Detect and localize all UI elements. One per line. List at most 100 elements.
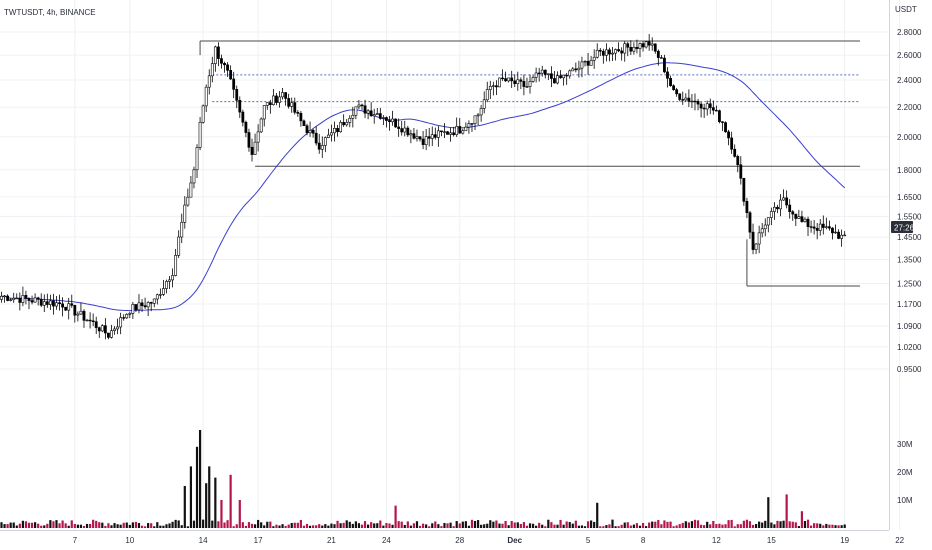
candle-body bbox=[24, 295, 28, 299]
volume-bar bbox=[727, 520, 730, 528]
candle bbox=[614, 48, 617, 61]
candle-body bbox=[519, 79, 523, 82]
candle bbox=[308, 121, 312, 137]
time-tick-label: 24 bbox=[382, 536, 391, 545]
candle-body bbox=[412, 133, 416, 139]
candle bbox=[736, 154, 740, 173]
price-tick-label: 1.6500 bbox=[897, 193, 922, 202]
candle bbox=[430, 126, 434, 147]
candle-body bbox=[171, 275, 174, 281]
volume-bar bbox=[822, 525, 825, 528]
candle-body bbox=[391, 118, 394, 123]
candle bbox=[745, 197, 749, 219]
candle bbox=[531, 75, 535, 83]
candle bbox=[443, 123, 446, 139]
candle bbox=[293, 97, 297, 115]
candle-body bbox=[339, 122, 343, 133]
candle-body bbox=[155, 294, 159, 300]
candle-body bbox=[70, 303, 74, 306]
candle-body bbox=[137, 302, 141, 311]
volume-bar bbox=[290, 522, 293, 528]
candle-body bbox=[12, 297, 16, 301]
candle-body bbox=[690, 100, 694, 103]
time-tick-label: 21 bbox=[327, 536, 336, 545]
candle bbox=[507, 77, 511, 83]
volume-bar bbox=[37, 523, 40, 528]
candle-body bbox=[134, 304, 138, 311]
volume-bar bbox=[125, 522, 128, 528]
candle-body bbox=[265, 102, 269, 106]
candle-body bbox=[568, 70, 572, 77]
candle-body bbox=[614, 49, 617, 54]
candle-body bbox=[85, 319, 89, 322]
volume-bar bbox=[761, 522, 764, 528]
candle bbox=[107, 332, 110, 340]
volume-bar bbox=[803, 521, 807, 528]
volume-bar bbox=[843, 524, 846, 528]
volume-bar bbox=[657, 519, 660, 528]
candle bbox=[522, 74, 526, 96]
candle bbox=[186, 188, 190, 207]
volume-bar bbox=[128, 524, 131, 528]
candle bbox=[412, 128, 416, 140]
candle-body bbox=[739, 164, 743, 179]
candle bbox=[467, 120, 471, 134]
candle-body bbox=[577, 67, 581, 71]
volume-bar bbox=[67, 525, 70, 528]
candle-body bbox=[443, 131, 446, 133]
price-tick-label: 1.8000 bbox=[897, 166, 922, 175]
volume-bar bbox=[687, 522, 690, 528]
candle-body bbox=[708, 103, 712, 108]
candle-body bbox=[531, 77, 535, 82]
volume-bar bbox=[745, 519, 749, 528]
price-tick-label: 1.0900 bbox=[897, 322, 922, 331]
volume-bar bbox=[385, 522, 388, 528]
volume-bar bbox=[758, 521, 761, 528]
volume-bar bbox=[840, 525, 843, 528]
candle-body bbox=[204, 86, 208, 107]
volume-bar bbox=[590, 520, 593, 528]
volume-bar bbox=[547, 519, 550, 528]
candle-body bbox=[495, 85, 498, 88]
volume-bar bbox=[703, 525, 706, 528]
volume-bar bbox=[724, 524, 727, 528]
volume-bar bbox=[669, 521, 672, 528]
candle-body bbox=[103, 325, 107, 334]
volume-bar bbox=[504, 521, 507, 528]
price-tick-label: 2.0000 bbox=[897, 133, 922, 142]
candle bbox=[369, 102, 373, 117]
candle bbox=[244, 120, 248, 138]
volume-bar bbox=[253, 524, 257, 528]
candle-body bbox=[61, 303, 65, 308]
candle-body bbox=[39, 299, 43, 306]
volume-bar bbox=[519, 524, 522, 528]
candle bbox=[88, 312, 92, 329]
candle-body bbox=[100, 325, 104, 332]
candle-body bbox=[125, 314, 129, 319]
candle-body bbox=[220, 58, 223, 64]
volume-bar bbox=[593, 521, 596, 528]
candle-body bbox=[195, 147, 199, 171]
candle-body bbox=[140, 302, 144, 306]
candle bbox=[226, 62, 229, 77]
volume-bar bbox=[568, 522, 571, 528]
volume-bar bbox=[275, 524, 278, 528]
time-axis[interactable]: 7 10 14 17 21 24 28 Dec 5 8 12 15 19 22 bbox=[73, 536, 905, 545]
volume-bar bbox=[214, 477, 217, 528]
candle-body bbox=[256, 131, 260, 143]
price-axis[interactable]: 2.8000 2.6000 2.4000 2.2000 2.0000 1.8000 1.65… bbox=[897, 28, 922, 374]
candle bbox=[794, 213, 798, 227]
candle-body bbox=[152, 298, 156, 304]
candle-body bbox=[342, 122, 346, 126]
candle-body bbox=[217, 46, 220, 59]
candle-body bbox=[421, 138, 425, 145]
candle bbox=[589, 55, 593, 66]
candle bbox=[485, 81, 489, 103]
candle-body bbox=[684, 97, 688, 101]
candle-body bbox=[528, 81, 532, 87]
candle bbox=[42, 294, 46, 313]
candle bbox=[363, 99, 367, 119]
candle-body bbox=[375, 113, 379, 115]
candle bbox=[165, 279, 168, 294]
